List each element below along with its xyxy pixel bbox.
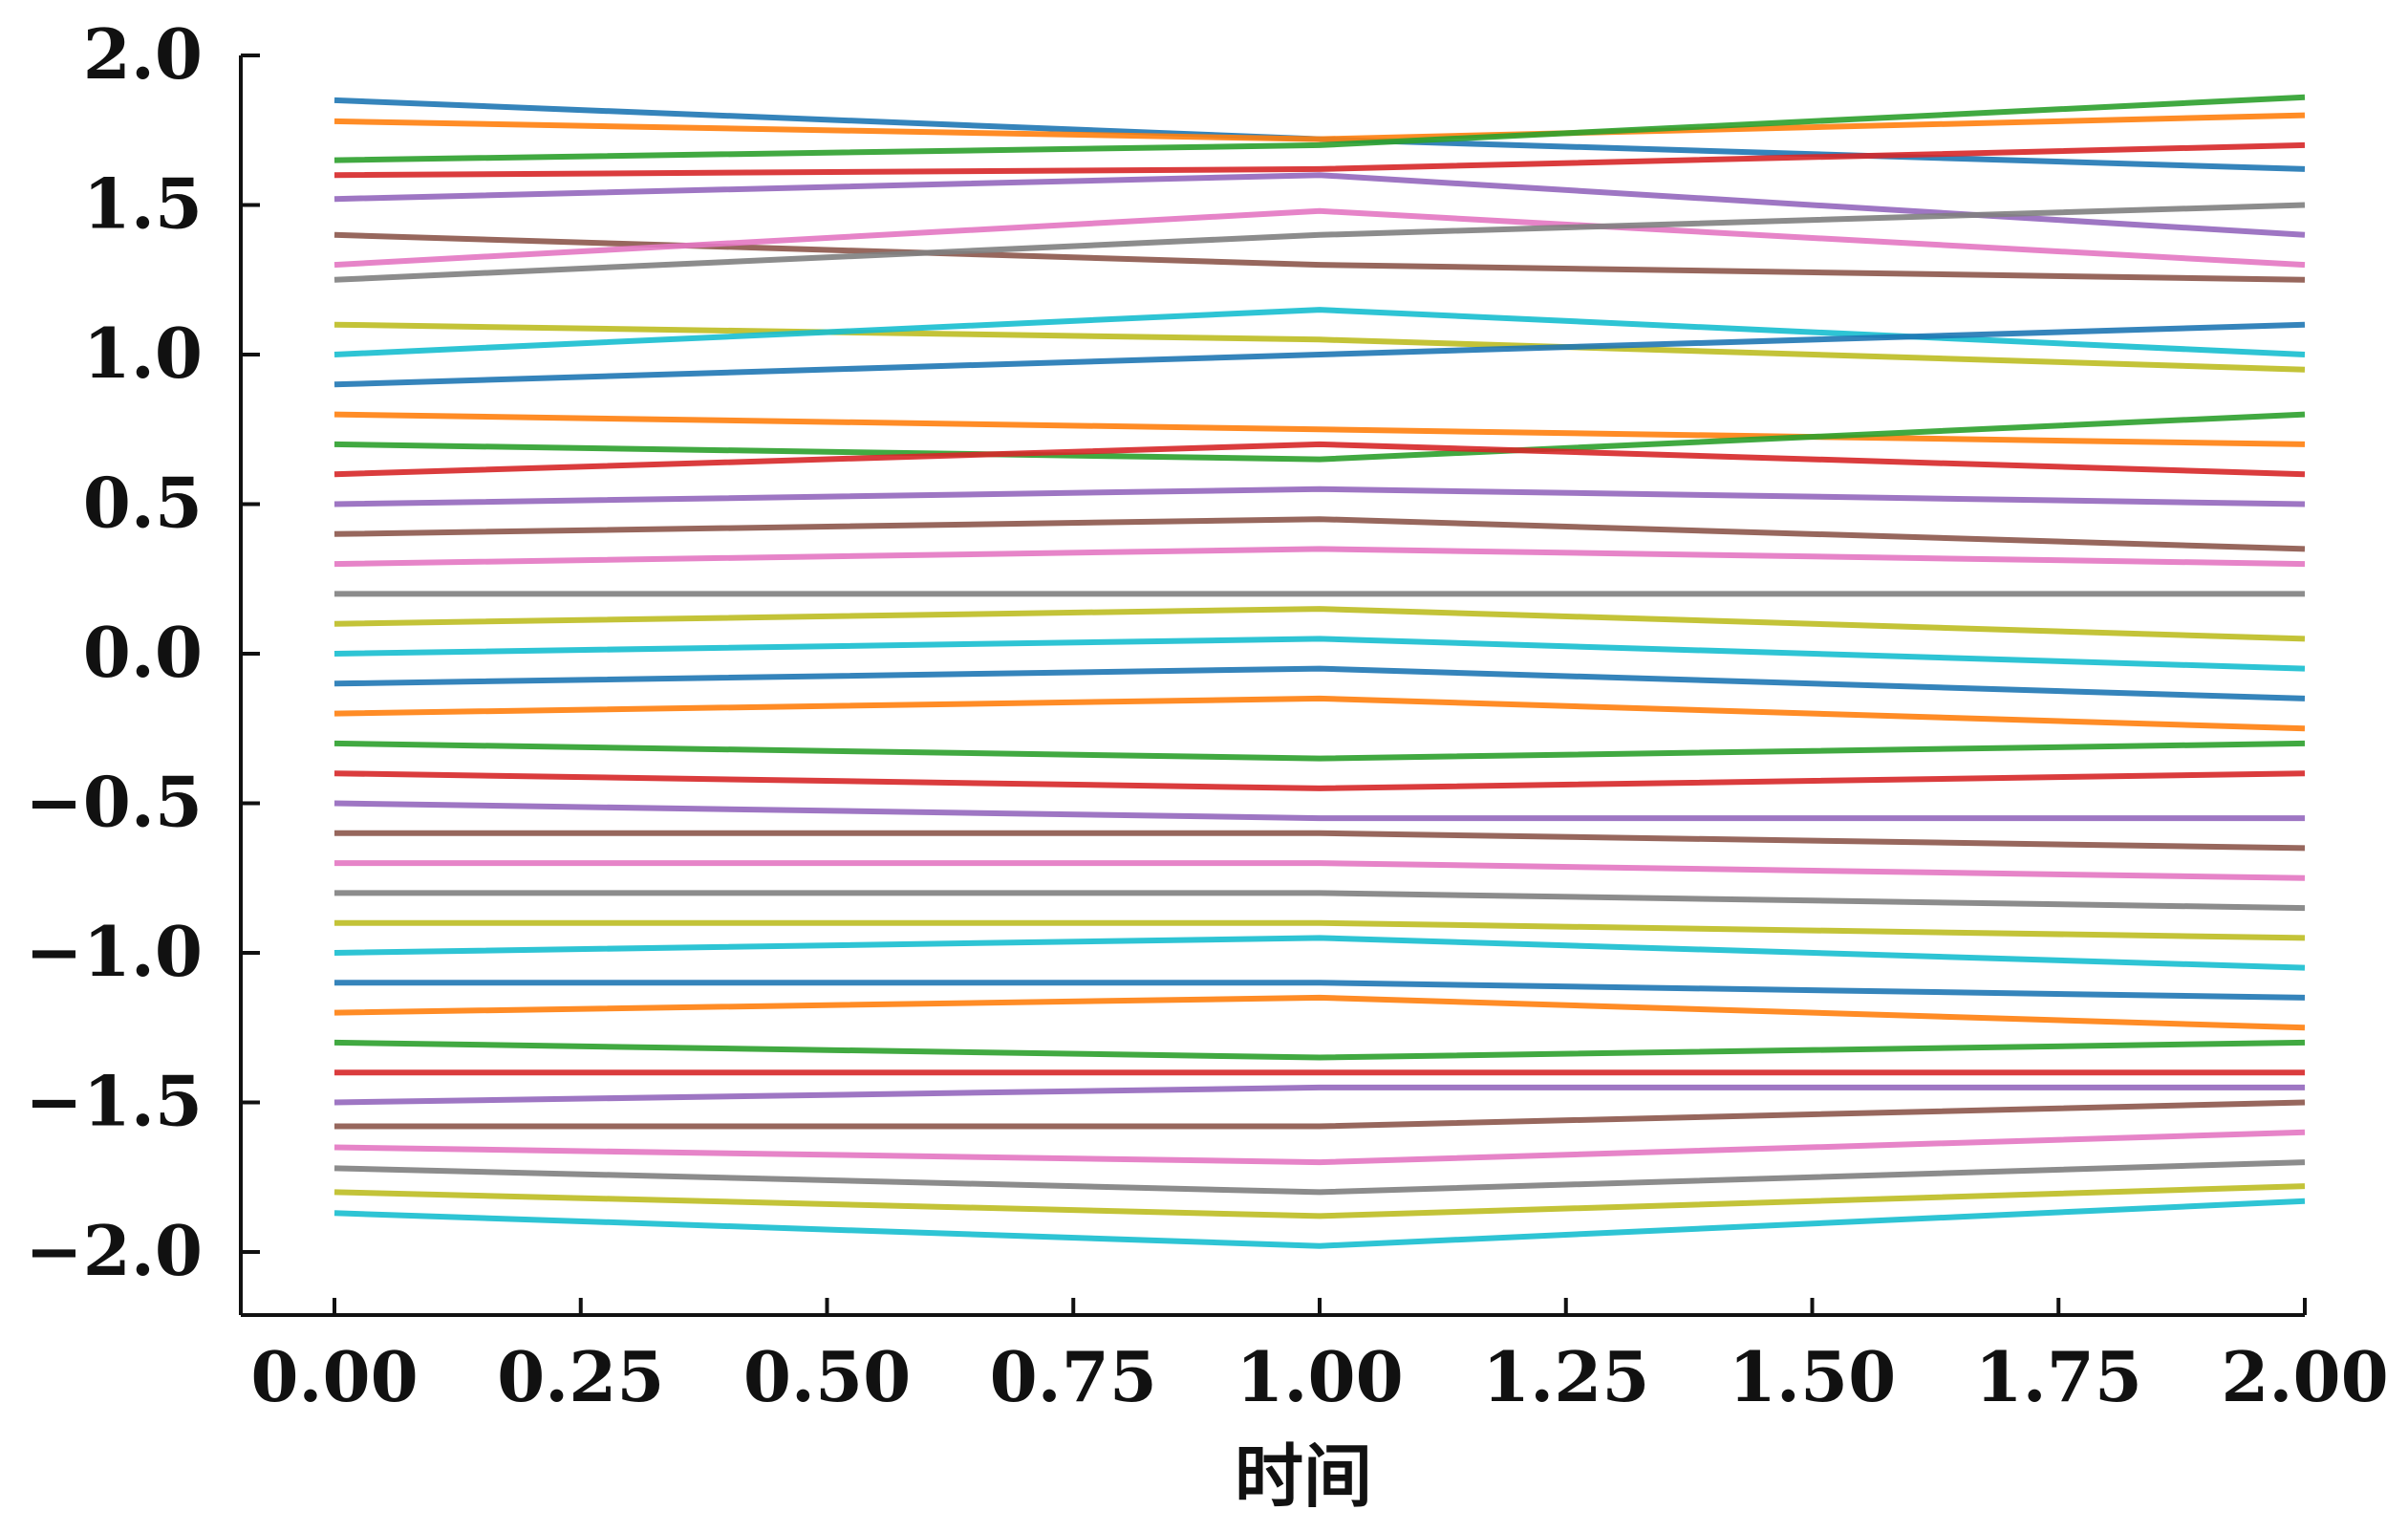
- series-line-36: [334, 1099, 2306, 1130]
- series-line-13: [333, 411, 2306, 463]
- y-axis-ticks: 2.0 1.5 1.0 0.5 0.0 −0.5 −1.0 −1.5 −2.0: [25, 13, 260, 1291]
- series-line-40: [333, 1198, 2306, 1249]
- series-line-29: [334, 919, 2306, 941]
- series-line-23: [333, 740, 2306, 762]
- series-line-9: [333, 321, 2306, 373]
- x-tick-label: 1.00: [1236, 1336, 1403, 1417]
- series-line-6: [333, 231, 2306, 283]
- x-tick-label: 1.75: [1975, 1336, 2142, 1417]
- series-line-25: [333, 800, 2305, 822]
- series-line-2: [333, 112, 2306, 142]
- series-line-30: [333, 935, 2306, 971]
- y-tick-label: 0.5: [83, 463, 203, 544]
- series-layer: [333, 94, 2306, 1249]
- series-line-5: [333, 172, 2306, 238]
- series-line-31: [334, 980, 2306, 1001]
- x-tick-label: 1.50: [1729, 1336, 1896, 1417]
- x-tick-label: 0.50: [743, 1336, 911, 1417]
- y-tick-label: −0.5: [25, 762, 203, 843]
- series-line-11: [333, 321, 2306, 388]
- y-tick-label: 1.5: [83, 163, 203, 245]
- series-line-33: [333, 1039, 2306, 1061]
- x-tick-label: 1.25: [1482, 1336, 1649, 1417]
- series-line-21: [333, 665, 2306, 701]
- series-line-37: [333, 1129, 2306, 1166]
- series-line-16: [333, 516, 2306, 552]
- x-tick-label: 0.00: [250, 1336, 418, 1417]
- y-tick-label: −1.0: [25, 911, 203, 992]
- series-line-28: [334, 890, 2306, 912]
- series-line-22: [333, 695, 2306, 732]
- x-axis-ticks: 0.00 0.25 0.50 0.75 1.00 1.25 1.50 1.75 2.00: [250, 1298, 2389, 1417]
- series-line-8: [333, 202, 2306, 283]
- y-tick-label: −2.0: [25, 1210, 203, 1291]
- series-line-14: [333, 441, 2306, 478]
- series-line-4: [333, 141, 2306, 179]
- y-tick-label: 2.0: [83, 13, 203, 95]
- y-tick-label: 0.0: [83, 612, 203, 693]
- series-line-7: [333, 207, 2306, 269]
- series-line-20: [333, 636, 2306, 672]
- series-line-10: [333, 307, 2306, 357]
- series-line-32: [333, 994, 2306, 1031]
- y-tick-label: −1.5: [25, 1061, 203, 1142]
- series-line-19: [333, 606, 2306, 642]
- x-tick-label: 0.25: [497, 1336, 664, 1417]
- x-tick-label: 2.00: [2221, 1336, 2388, 1417]
- series-line-3: [333, 94, 2306, 163]
- series-line-17: [333, 546, 2306, 568]
- y-tick-label: 1.0: [83, 313, 203, 394]
- series-line-35: [333, 1084, 2305, 1106]
- series-line-15: [333, 485, 2306, 507]
- series-line-26: [334, 830, 2306, 852]
- series-line-39: [333, 1183, 2306, 1219]
- series-line-24: [333, 770, 2306, 791]
- series-line-27: [334, 860, 2306, 881]
- x-axis-title: 时间: [1235, 1435, 1372, 1517]
- series-line-38: [333, 1159, 2306, 1196]
- series-line-12: [333, 411, 2306, 447]
- x-tick-label: 0.75: [990, 1336, 1157, 1417]
